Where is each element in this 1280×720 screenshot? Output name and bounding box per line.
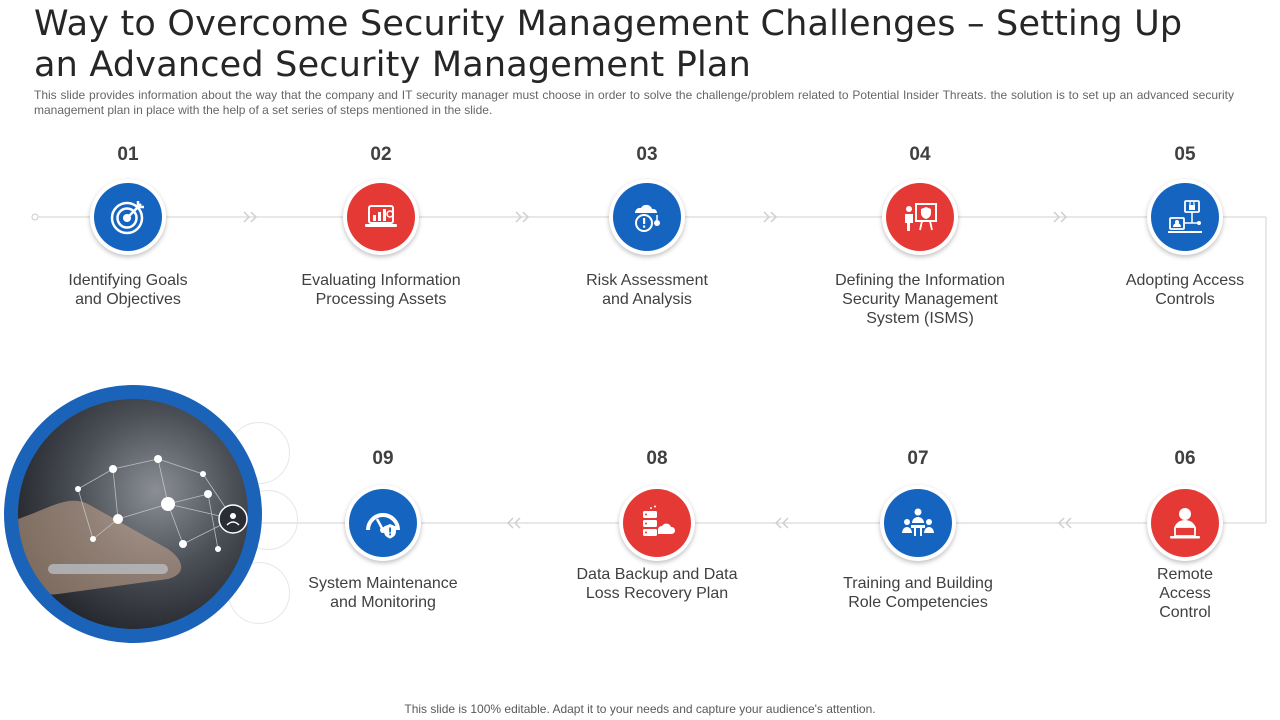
step-number: 02: [370, 144, 392, 165]
slide-footer: This slide is 100% editable. Adapt it to…: [404, 702, 876, 716]
step-icon-container: [882, 179, 958, 255]
step-label: Adopting Access Controls: [1125, 272, 1245, 308]
server-cloud-icon: [643, 505, 676, 536]
security-network-image: [4, 385, 262, 643]
step-number: 03: [636, 144, 658, 165]
step-number: 05: [1174, 144, 1196, 165]
step-number: 09: [372, 448, 394, 469]
step-label: Defining the Information Security Manage…: [835, 272, 1005, 327]
chevron-right-icon: [243, 211, 1068, 223]
step-label: Identifying Goals and Objectives: [68, 272, 188, 308]
step-icon-container: [609, 179, 685, 255]
step-label: System Maintenance and Monitoring: [308, 575, 458, 611]
network-nodes-icon: [18, 455, 248, 595]
step-icon-container: [1147, 485, 1223, 561]
step-icon-container: [1147, 179, 1223, 255]
step-number: 01: [117, 144, 139, 165]
gauge-alert-icon: [366, 513, 400, 539]
step-number: 07: [907, 448, 929, 469]
step-label: Evaluating Information Processing Assets: [301, 272, 461, 308]
chevron-left-icon: [506, 517, 1072, 529]
step-icon-container: [343, 179, 419, 255]
step-icon-container: [619, 485, 695, 561]
step-number: 08: [646, 448, 668, 469]
step-number: 04: [909, 144, 931, 165]
slide-subtitle: This slide provides information about th…: [34, 88, 1234, 117]
step-label: Data Backup and Data Loss Recovery Plan: [576, 566, 738, 602]
step-icon-container: [90, 179, 166, 255]
risk-cloud-icon: [634, 204, 660, 232]
step-icon-container: [880, 485, 956, 561]
target-icon: [110, 201, 144, 235]
presentation-shield-icon: [905, 203, 937, 231]
step-label: Training and Building Role Competencies: [843, 575, 993, 611]
team-training-icon: [902, 508, 934, 536]
step-label: Remote Access Control: [1156, 566, 1214, 621]
step-icon-container: [345, 485, 421, 561]
slide-title: Way to Overcome Security Management Chal…: [34, 4, 1183, 85]
user-laptop-icon: [1170, 508, 1200, 539]
step-number: 06: [1174, 448, 1196, 469]
network-lock-icon: [1168, 200, 1202, 233]
analytics-laptop-icon: [365, 205, 397, 227]
step-label: Risk Assessment and Analysis: [586, 272, 708, 308]
